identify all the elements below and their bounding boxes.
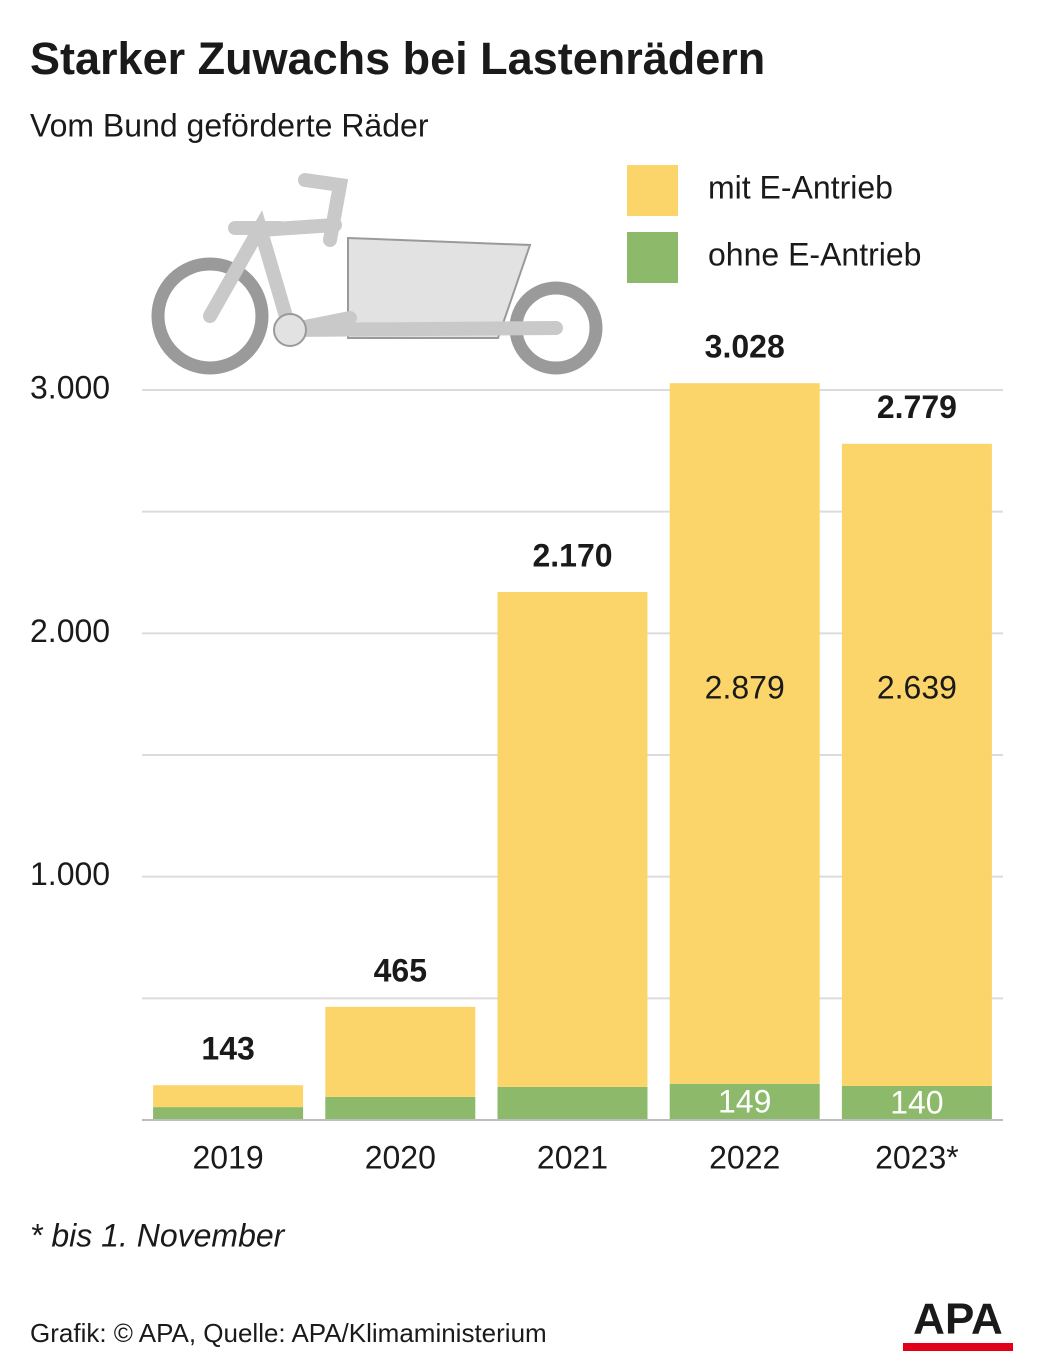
bike-icon [151, 173, 603, 375]
bar-segment [669, 1083, 820, 1120]
x-tick-label: 2023* [875, 1139, 959, 1175]
source: Grafik: © APA, Quelle: APA/Klimaminister… [30, 1318, 547, 1348]
bar-segment [841, 1085, 992, 1120]
total-label: 2.170 [532, 537, 612, 573]
y-tick-label: 2.000 [30, 613, 110, 649]
total-label: 143 [201, 1031, 254, 1067]
logo: APA [913, 1295, 1003, 1344]
legend-label: mit E-Antrieb [708, 169, 893, 205]
x-tick-label: 2019 [193, 1139, 264, 1175]
chart-subtitle: Vom Bund geförderte Räder [30, 107, 429, 143]
legend-swatch [627, 165, 678, 216]
x-tick-label: 2020 [365, 1139, 436, 1175]
y-tick-label: 1.000 [30, 856, 110, 892]
bar-segment [325, 1006, 476, 1097]
footnote: * bis 1. November [30, 1217, 286, 1253]
x-tick-label: 2022 [709, 1139, 780, 1175]
bar-segment [497, 591, 648, 1087]
total-label: 3.028 [705, 329, 785, 365]
x-tick-label: 2021 [537, 1139, 608, 1175]
legend-swatch [627, 232, 678, 283]
logo-bar [903, 1343, 1013, 1351]
bar-segment [497, 1086, 648, 1120]
bar-segment [325, 1096, 476, 1120]
bar-segment [841, 443, 992, 1086]
value-label: 2.639 [877, 669, 957, 705]
bar-segment [669, 383, 820, 1084]
value-label: 149 [718, 1083, 771, 1119]
bar-segment [153, 1107, 304, 1120]
total-label: 2.779 [877, 389, 957, 425]
value-label: 2.879 [705, 669, 785, 705]
y-tick-label: 3.000 [30, 369, 110, 405]
total-label: 465 [374, 952, 427, 988]
bar-segment [153, 1085, 304, 1108]
chart-title: Starker Zuwachs bei Lastenrädern [30, 33, 765, 84]
legend-label: ohne E-Antrieb [708, 236, 921, 272]
value-label: 140 [890, 1084, 943, 1120]
